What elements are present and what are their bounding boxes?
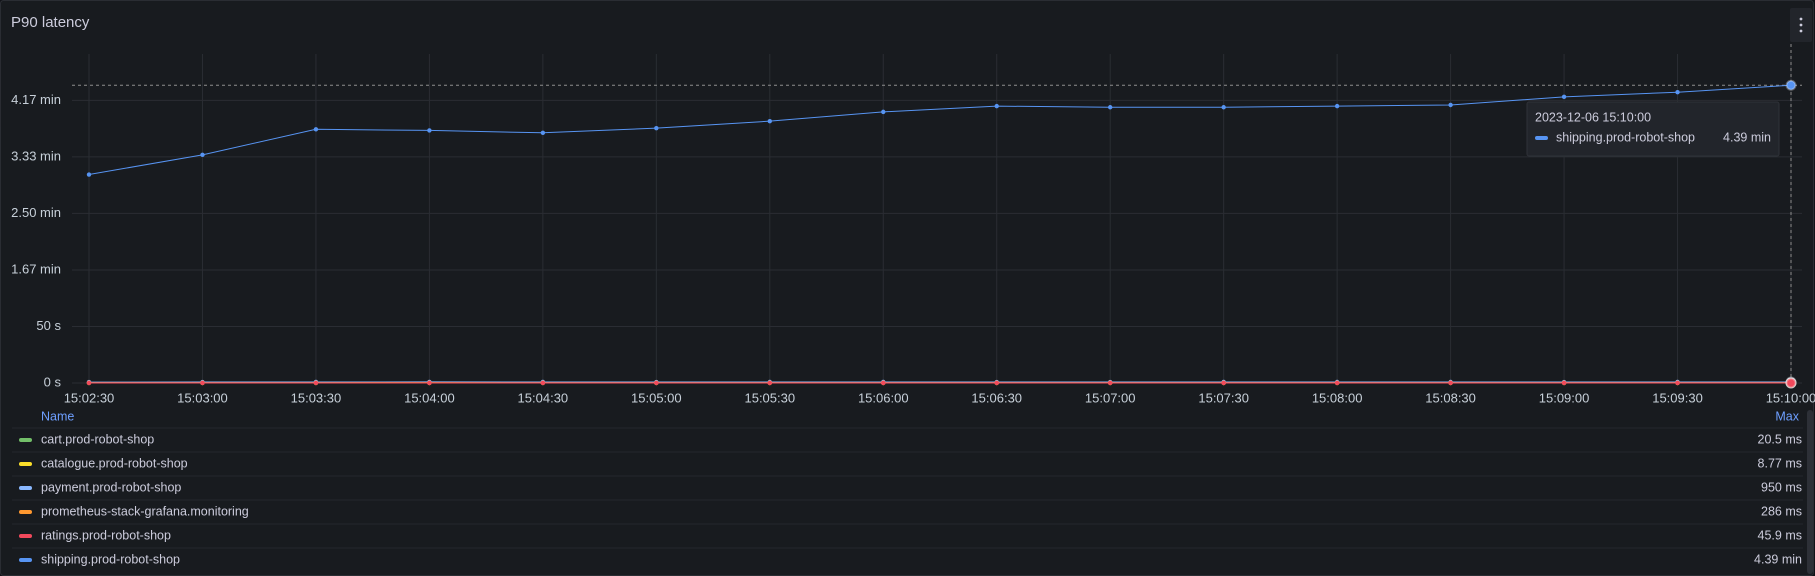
data-point bbox=[1221, 380, 1226, 386]
y-tick-label: 50 s bbox=[36, 318, 61, 333]
data-point bbox=[540, 130, 546, 136]
data-point bbox=[427, 128, 432, 133]
legend-name[interactable]: catalogue.prod-robot-shop bbox=[41, 456, 188, 470]
data-point bbox=[1675, 90, 1680, 95]
legend-name[interactable]: ratings.prod-robot-shop bbox=[41, 528, 171, 542]
data-point bbox=[1448, 380, 1453, 386]
data-point bbox=[881, 380, 886, 386]
data-point bbox=[767, 380, 772, 386]
x-tick-label: 15:06:30 bbox=[971, 390, 1022, 405]
y-tick-label: 0 s bbox=[44, 374, 62, 389]
data-point bbox=[654, 380, 659, 386]
legend-max: 4.39 min bbox=[1754, 552, 1802, 566]
x-tick-label: 15:05:00 bbox=[631, 390, 682, 405]
data-point bbox=[654, 125, 659, 131]
x-tick-label: 15:02:30 bbox=[64, 390, 115, 405]
x-tick-label: 15:04:30 bbox=[518, 390, 569, 405]
legend-header-name: Name bbox=[41, 409, 74, 423]
data-point bbox=[1108, 380, 1113, 386]
series-line bbox=[88, 84, 1792, 176]
legend-name[interactable]: prometheus-stack-grafana.monitoring bbox=[41, 504, 249, 518]
tooltip bbox=[1526, 101, 1780, 157]
data-point bbox=[1561, 380, 1567, 386]
hover-point bbox=[1785, 377, 1797, 389]
legend-swatch bbox=[19, 438, 32, 442]
tooltip-series: shipping.prod-robot-shop bbox=[1556, 130, 1695, 144]
legend-max: 286 ms bbox=[1761, 504, 1802, 518]
data-point bbox=[1675, 380, 1680, 386]
menu-dot bbox=[1799, 29, 1803, 33]
tooltip-time: 2023-12-06 15:10:00 bbox=[1535, 110, 1651, 124]
legend-max: 8.77 ms bbox=[1758, 456, 1802, 470]
x-tick-label: 15:09:30 bbox=[1652, 390, 1703, 405]
x-tick-label: 15:07:00 bbox=[1085, 390, 1136, 405]
y-tick-label: 1.67 min bbox=[11, 261, 61, 276]
tooltip-swatch bbox=[1535, 136, 1548, 140]
scrollbar[interactable] bbox=[1807, 410, 1813, 574]
data-point bbox=[540, 380, 546, 386]
data-point bbox=[1108, 105, 1113, 110]
data-point bbox=[200, 152, 205, 158]
legend-swatch bbox=[19, 534, 32, 538]
y-tick-label: 4.17 min bbox=[11, 92, 61, 107]
legend-swatch bbox=[19, 462, 32, 466]
legend-header-max[interactable]: Max bbox=[1775, 409, 1799, 423]
menu-dot bbox=[1799, 17, 1803, 21]
menu-dot bbox=[1799, 23, 1803, 27]
x-tick-label: 15:08:00 bbox=[1312, 390, 1363, 405]
legend-swatch bbox=[19, 486, 32, 490]
data-point bbox=[86, 380, 92, 386]
legend-name[interactable]: shipping.prod-robot-shop bbox=[41, 552, 180, 566]
data-point bbox=[767, 118, 772, 124]
x-tick-label: 15:04:00 bbox=[404, 390, 455, 405]
x-tick-label: 15:06:00 bbox=[858, 390, 909, 405]
y-tick-label: 3.33 min bbox=[11, 148, 61, 163]
y-tick-label: 2.50 min bbox=[11, 205, 61, 220]
x-tick-label: 15:05:30 bbox=[744, 390, 795, 405]
legend-max: 20.5 ms bbox=[1758, 432, 1802, 446]
legend-max: 45.9 ms bbox=[1758, 528, 1802, 542]
data-point bbox=[313, 380, 319, 386]
x-tick-label: 15:09:00 bbox=[1539, 390, 1590, 405]
data-point bbox=[881, 109, 886, 115]
tooltip-value: 4.39 min bbox=[1723, 130, 1771, 144]
chart-title: P90 latency bbox=[11, 14, 90, 31]
legend-name[interactable]: cart.prod-robot-shop bbox=[41, 432, 154, 446]
data-point bbox=[1448, 102, 1453, 108]
legend-name[interactable]: payment.prod-robot-shop bbox=[41, 480, 181, 494]
legend-max: 950 ms bbox=[1761, 480, 1802, 494]
hover-point bbox=[1785, 79, 1797, 91]
data-point bbox=[1221, 105, 1226, 110]
data-point bbox=[1334, 103, 1340, 109]
data-point bbox=[200, 380, 205, 386]
x-tick-label: 15:08:30 bbox=[1425, 390, 1476, 405]
legend-swatch bbox=[19, 558, 32, 562]
data-point bbox=[427, 380, 432, 386]
data-point bbox=[86, 172, 92, 177]
x-tick-label: 15:10:00 bbox=[1766, 390, 1815, 405]
data-point bbox=[994, 380, 999, 386]
x-tick-label: 15:03:30 bbox=[291, 390, 342, 405]
legend-swatch bbox=[19, 510, 32, 514]
data-point bbox=[1334, 380, 1340, 386]
data-point bbox=[313, 127, 319, 132]
data-point bbox=[1561, 94, 1567, 100]
x-tick-label: 15:03:00 bbox=[177, 390, 228, 405]
x-tick-label: 15:07:30 bbox=[1198, 390, 1249, 405]
data-point bbox=[994, 103, 999, 109]
